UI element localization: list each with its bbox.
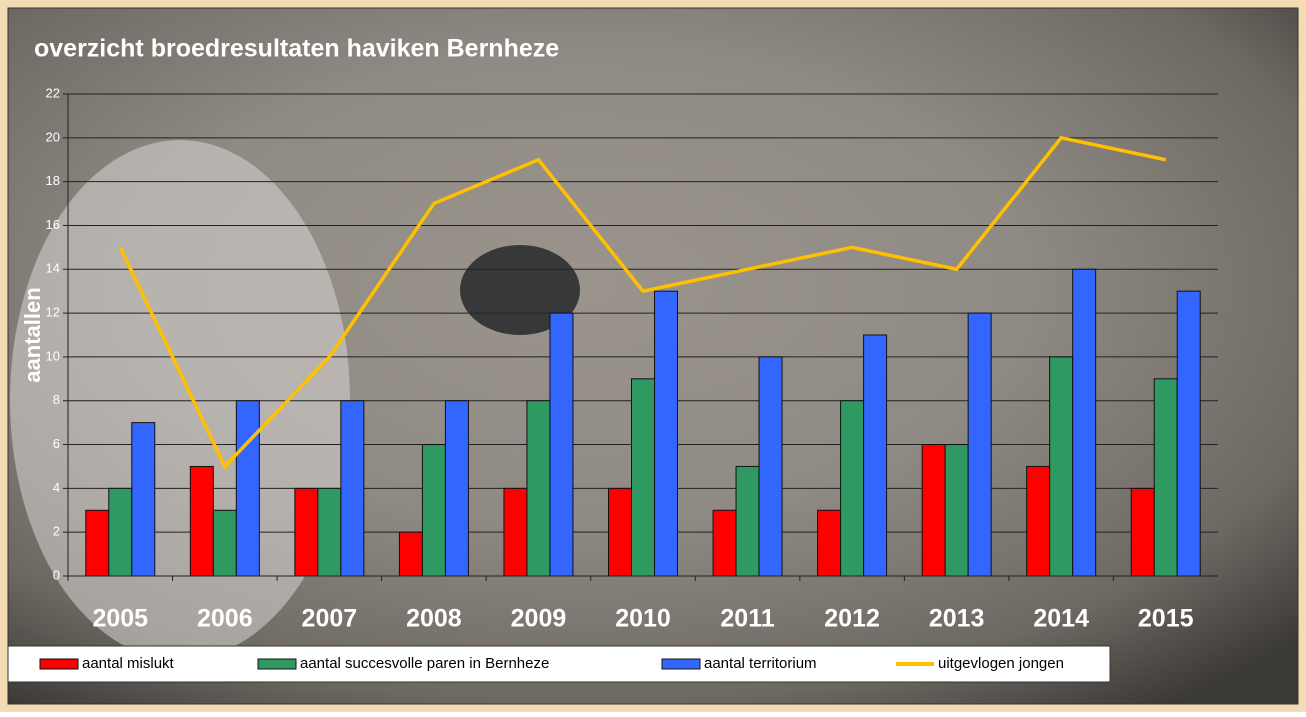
y-tick-label: 18 bbox=[46, 173, 60, 188]
bar bbox=[864, 335, 887, 576]
bar bbox=[736, 466, 759, 576]
x-tick-label: 2007 bbox=[302, 605, 358, 633]
bar bbox=[1177, 291, 1200, 576]
y-tick-label: 2 bbox=[53, 524, 60, 539]
bar bbox=[655, 291, 678, 576]
x-tick-label: 2009 bbox=[511, 605, 567, 633]
bar bbox=[550, 313, 573, 576]
bar bbox=[632, 379, 655, 576]
bar bbox=[1154, 379, 1177, 576]
chart: overzicht broedresultaten haviken Bernhe… bbox=[0, 0, 1306, 712]
x-tick-label: 2005 bbox=[92, 605, 148, 633]
legend-swatch bbox=[662, 659, 700, 669]
legend-label: uitgevlogen jongen bbox=[938, 655, 1064, 672]
photo-detail bbox=[10, 140, 350, 660]
x-tick-label: 2010 bbox=[615, 605, 671, 633]
legend-label: aantal succesvolle paren in Bernheze bbox=[300, 655, 549, 672]
x-tick-label: 2012 bbox=[824, 605, 880, 633]
x-tick-label: 2015 bbox=[1138, 605, 1194, 633]
x-tick-label: 2013 bbox=[929, 605, 985, 633]
bar bbox=[422, 445, 445, 576]
bar bbox=[213, 510, 236, 576]
bar bbox=[922, 445, 945, 576]
x-tick-label: 2006 bbox=[197, 605, 253, 633]
bar bbox=[713, 510, 736, 576]
bar bbox=[818, 510, 841, 576]
bar bbox=[1050, 357, 1073, 576]
bar bbox=[399, 532, 422, 576]
bar bbox=[1131, 488, 1154, 576]
bar bbox=[527, 401, 550, 576]
legend-label: aantal mislukt bbox=[82, 655, 175, 672]
y-tick-label: 4 bbox=[53, 480, 60, 495]
x-tick-label: 2008 bbox=[406, 605, 462, 633]
y-tick-label: 14 bbox=[46, 261, 60, 276]
y-axis-label: aantallen bbox=[20, 287, 45, 382]
y-tick-label: 8 bbox=[53, 392, 60, 407]
legend-swatch bbox=[258, 659, 296, 669]
bar bbox=[1073, 269, 1096, 576]
x-tick-label: 2011 bbox=[720, 605, 774, 633]
bar bbox=[109, 488, 132, 576]
x-tick-label: 2014 bbox=[1033, 605, 1089, 633]
y-tick-label: 0 bbox=[53, 567, 60, 582]
y-tick-label: 12 bbox=[46, 305, 60, 320]
bar bbox=[504, 488, 527, 576]
bar bbox=[236, 401, 259, 576]
y-tick-label: 10 bbox=[46, 348, 60, 363]
bar bbox=[295, 488, 318, 576]
bar bbox=[445, 401, 468, 576]
bar bbox=[759, 357, 782, 576]
y-tick-label: 6 bbox=[53, 436, 60, 451]
bar bbox=[190, 466, 213, 576]
bar bbox=[945, 445, 968, 576]
bar bbox=[132, 423, 155, 576]
bar bbox=[1027, 466, 1050, 576]
y-tick-label: 20 bbox=[46, 129, 60, 144]
y-tick-label: 16 bbox=[46, 217, 60, 232]
bar bbox=[318, 488, 341, 576]
chart-title: overzicht broedresultaten haviken Bernhe… bbox=[34, 35, 559, 63]
bar bbox=[609, 488, 632, 576]
bar bbox=[968, 313, 991, 576]
bar bbox=[841, 401, 864, 576]
bar bbox=[341, 401, 364, 576]
legend-swatch bbox=[40, 659, 78, 669]
y-tick-label: 22 bbox=[46, 85, 60, 100]
legend-label: aantal territorium bbox=[704, 655, 817, 672]
bar bbox=[86, 510, 109, 576]
